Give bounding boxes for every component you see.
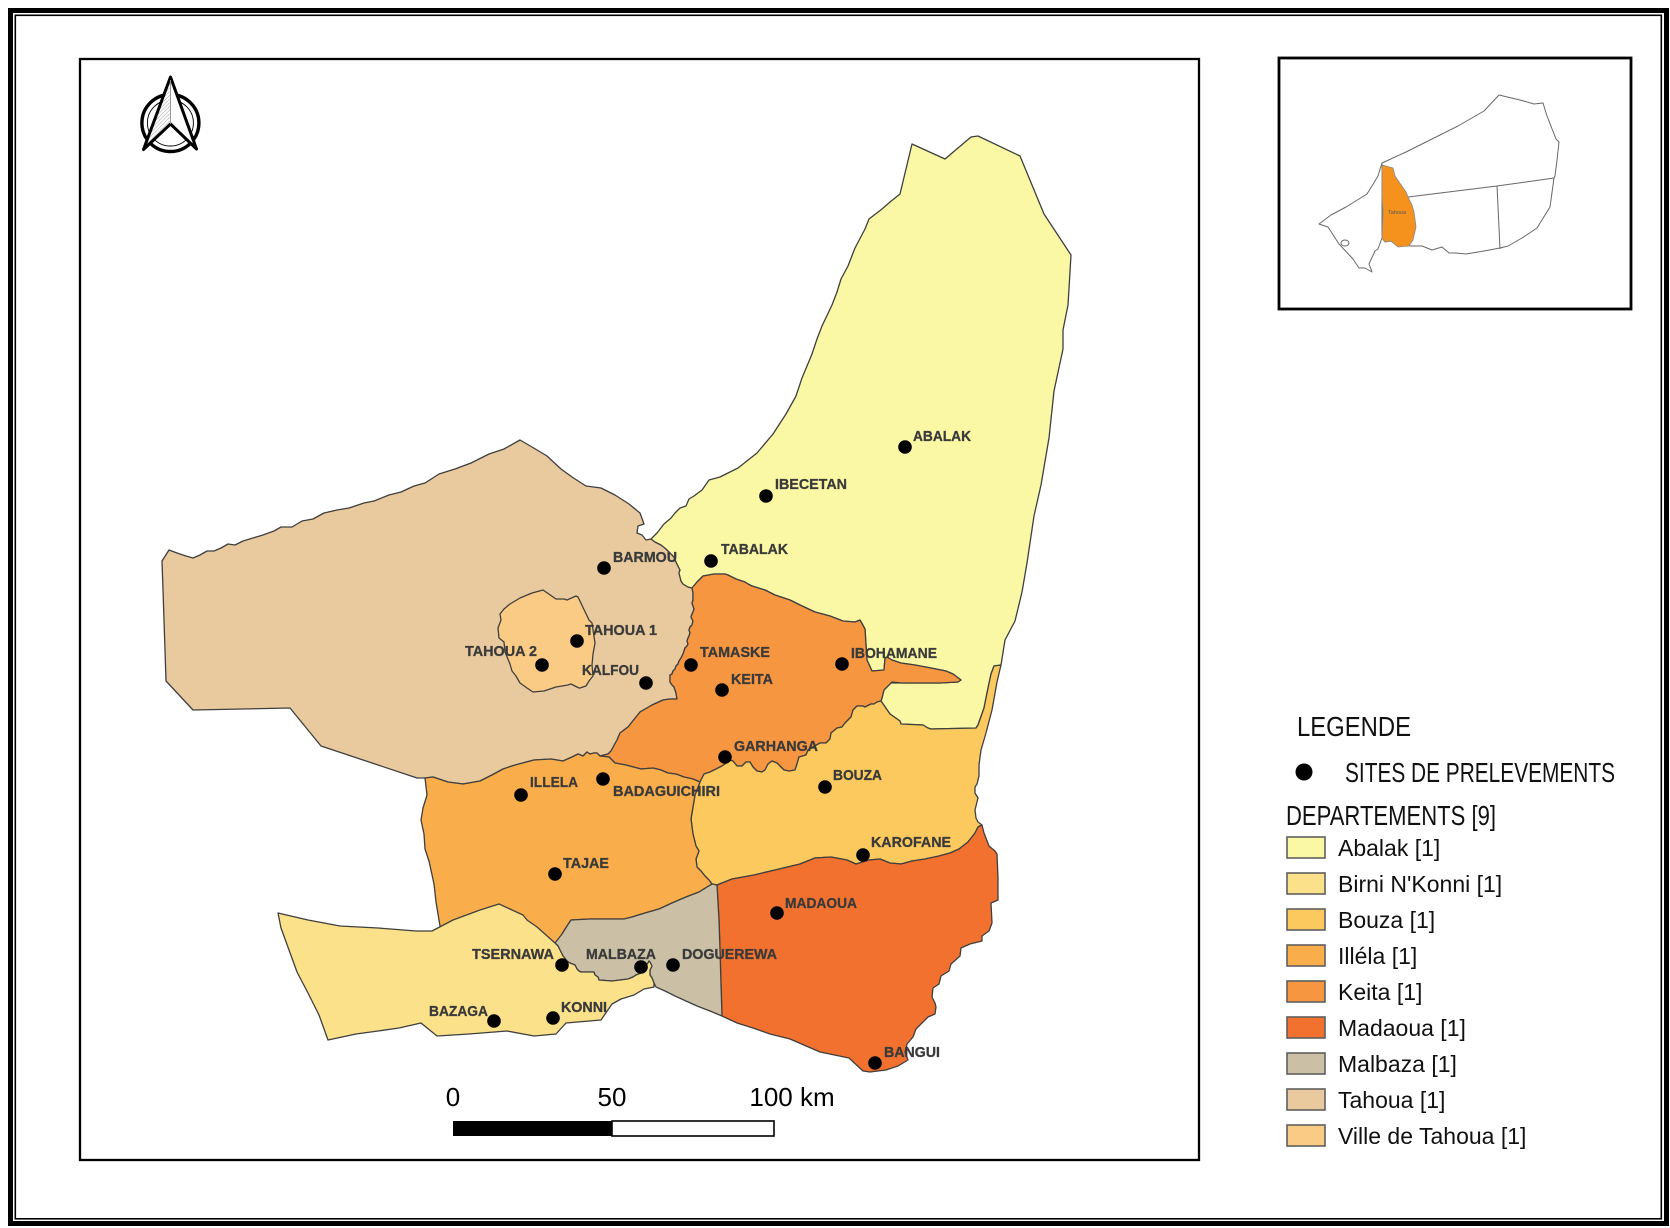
svg-text:Tahoua: Tahoua [1388, 210, 1407, 216]
svg-text:TAMASKE: TAMASKE [700, 644, 770, 661]
svg-text:GARHANGA: GARHANGA [734, 738, 818, 755]
svg-text:Birni N'Konni [1]: Birni N'Konni [1] [1338, 871, 1502, 897]
svg-text:BAZAGA: BAZAGA [429, 1003, 488, 1020]
svg-text:100 km: 100 km [749, 1082, 834, 1112]
svg-text:Madaoua [1]: Madaoua [1] [1338, 1015, 1466, 1041]
svg-text:ILLELA: ILLELA [530, 774, 578, 791]
svg-text:KALFOU: KALFOU [582, 662, 639, 679]
svg-text:KAROFANE: KAROFANE [871, 834, 951, 851]
svg-text:MALBAZA: MALBAZA [586, 946, 656, 963]
svg-text:TABALAK: TABALAK [721, 541, 788, 558]
svg-text:0: 0 [446, 1082, 460, 1112]
svg-text:BARMOU: BARMOU [613, 549, 677, 566]
svg-text:TAJAE: TAJAE [563, 855, 609, 872]
svg-text:Keita [1]: Keita [1] [1338, 979, 1422, 1005]
svg-text:Tahoua [1]: Tahoua [1] [1338, 1087, 1445, 1113]
svg-text:KONNI: KONNI [561, 999, 607, 1016]
svg-text:DEPARTEMENTS [9]: DEPARTEMENTS [9] [1286, 800, 1496, 831]
svg-text:KEITA: KEITA [731, 671, 773, 688]
svg-text:Abalak [1]: Abalak [1] [1338, 835, 1440, 861]
svg-text:TAHOUA 2: TAHOUA 2 [465, 643, 537, 660]
svg-text:TSERNAWA: TSERNAWA [472, 946, 554, 963]
svg-text:ABALAK: ABALAK [913, 428, 971, 445]
svg-text:TAHOUA 1: TAHOUA 1 [585, 622, 657, 639]
svg-text:BANGUI: BANGUI [884, 1044, 940, 1061]
svg-text:Malbaza [1]: Malbaza [1] [1338, 1051, 1457, 1077]
svg-text:SITES DE PRELEVEMENTS: SITES DE PRELEVEMENTS [1345, 757, 1615, 788]
svg-text:50: 50 [598, 1082, 627, 1112]
svg-text:BADAGUICHIRI: BADAGUICHIRI [613, 783, 720, 800]
svg-text:DOGUEREWA: DOGUEREWA [682, 946, 777, 963]
svg-text:IBOHAMANE: IBOHAMANE [851, 645, 937, 662]
svg-text:IBECETAN: IBECETAN [775, 476, 847, 493]
svg-text:Ville de Tahoua [1]: Ville de Tahoua [1] [1338, 1123, 1526, 1149]
svg-text:Bouza [1]: Bouza [1] [1338, 907, 1435, 933]
svg-text:Illéla [1]: Illéla [1] [1338, 943, 1417, 969]
svg-text:MADAOUA: MADAOUA [785, 895, 857, 912]
svg-text:LEGENDE: LEGENDE [1297, 711, 1411, 742]
svg-text:BOUZA: BOUZA [833, 767, 882, 784]
